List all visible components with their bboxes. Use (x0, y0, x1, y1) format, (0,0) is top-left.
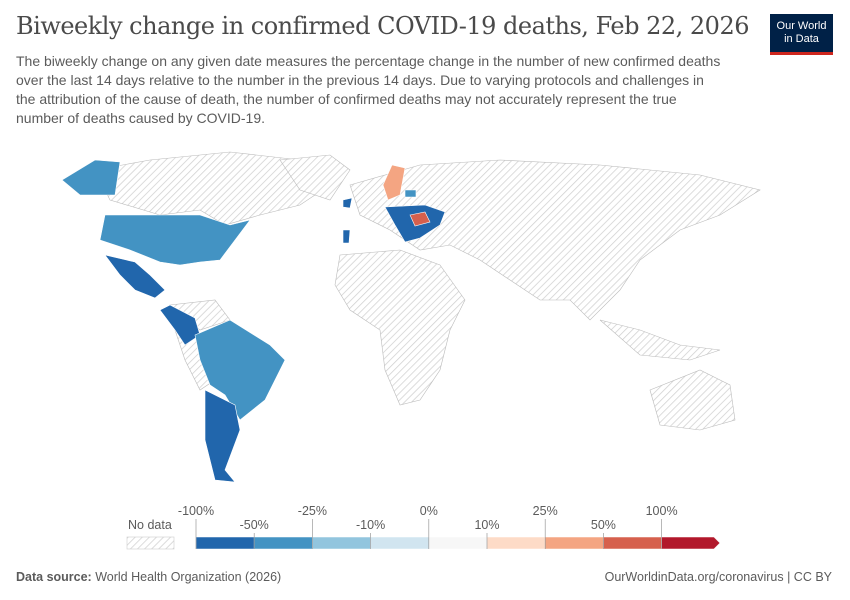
country-romania[interactable] (409, 211, 431, 227)
country-brazil[interactable] (194, 319, 286, 421)
legend-label: 100% (646, 504, 678, 518)
footer-link[interactable]: OurWorldinData.org/coronavirus | CC BY (604, 570, 832, 584)
no-data-swatch (126, 536, 175, 550)
legend-label: -50% (240, 518, 269, 532)
chart-title: Biweekly change in confirmed COVID-19 de… (16, 12, 749, 40)
africa (334, 249, 466, 406)
greenland (279, 154, 351, 201)
legend-bin[interactable] (428, 536, 488, 550)
country-colombia[interactable] (159, 304, 201, 346)
legend-bin[interactable] (486, 536, 546, 550)
logo-line1: Our World (776, 20, 827, 32)
legend-label: -10% (356, 518, 385, 532)
no-data-label: No data (128, 518, 172, 532)
source-value: World Health Organization (2026) (95, 570, 282, 584)
eurasia-land (349, 159, 761, 321)
legend-bin[interactable] (253, 536, 313, 550)
legend-bin[interactable] (661, 536, 721, 550)
legend: No data -100% -25% 0% 25% 100% -50% -10% 10% 50% (126, 504, 721, 550)
southeast-asia (599, 319, 721, 361)
legend-label: 50% (591, 518, 616, 532)
country-ireland[interactable] (342, 197, 353, 209)
legend-bin[interactable] (370, 536, 430, 550)
country-portugal[interactable] (342, 229, 351, 244)
legend-label: 0% (420, 504, 438, 518)
source-label: Data source: (16, 570, 92, 584)
country-latvia[interactable] (404, 189, 417, 198)
legend-label: -100% (178, 504, 214, 518)
country-argentina[interactable] (204, 389, 241, 483)
logo-line2: in Data (784, 33, 819, 45)
legend-bin[interactable] (195, 536, 255, 550)
legend-label: -25% (298, 504, 327, 518)
country-mexico[interactable] (104, 254, 166, 299)
data-source: Data source: World Health Organization (… (16, 570, 281, 584)
north-america-land (94, 151, 331, 226)
legend-bin[interactable] (312, 536, 371, 550)
australia (649, 369, 736, 431)
legend-label: 25% (533, 504, 558, 518)
country-sweden[interactable] (382, 164, 406, 201)
owid-logo[interactable]: Our World in Data (770, 14, 833, 55)
no-data-land (94, 151, 761, 431)
countries-with-data (61, 159, 446, 483)
legend-bin[interactable] (603, 536, 662, 550)
legend-label: 10% (474, 518, 499, 532)
chart-subtitle: The biweekly change on any given date me… (16, 53, 721, 126)
country-alaska[interactable] (61, 159, 121, 196)
country-united-states[interactable] (99, 214, 251, 266)
legend-bin[interactable] (544, 536, 604, 550)
